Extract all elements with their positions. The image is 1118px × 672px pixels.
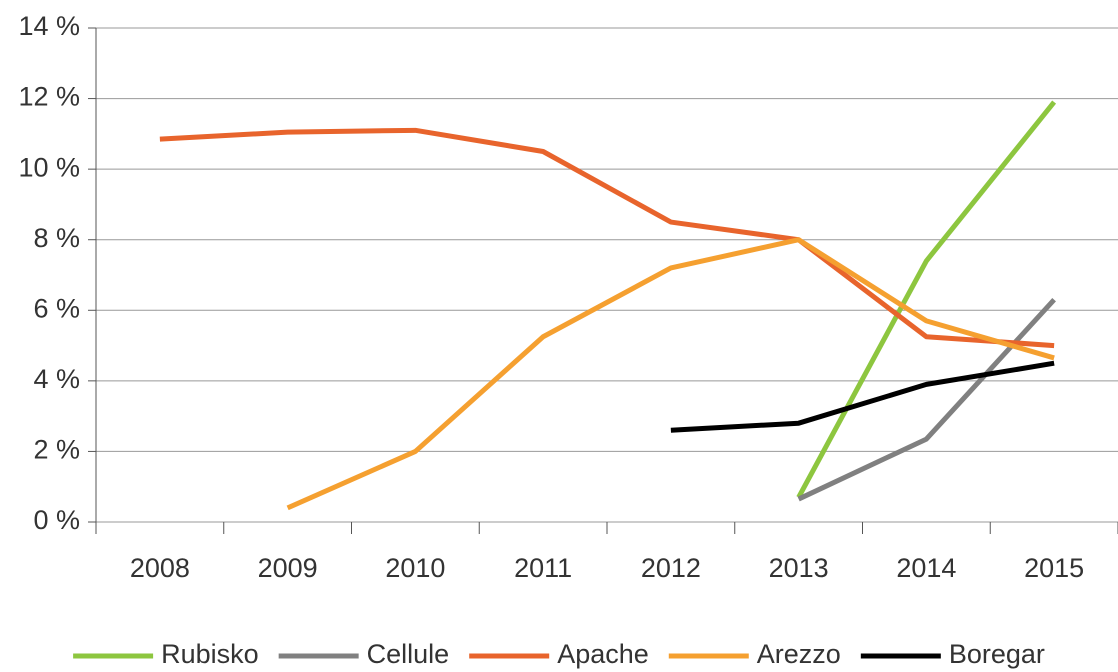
y-tick-label: 4 % bbox=[33, 364, 80, 394]
x-tick-label: 2010 bbox=[385, 553, 445, 583]
series-line bbox=[286, 237, 1055, 511]
legend-label: Boregar bbox=[949, 639, 1045, 669]
legend-label: Apache bbox=[557, 639, 649, 669]
x-tick-label: 2009 bbox=[258, 553, 318, 583]
legend-label: Rubisko bbox=[161, 639, 259, 669]
series-line bbox=[159, 127, 1055, 349]
x-tick-label: 2008 bbox=[130, 553, 190, 583]
series-line bbox=[797, 298, 1056, 502]
y-tick-label: 10 % bbox=[18, 152, 80, 182]
legend-label: Arezzo bbox=[757, 639, 841, 669]
series-line bbox=[796, 100, 1057, 499]
y-tick-label: 12 % bbox=[18, 82, 80, 112]
x-tick-label: 2011 bbox=[514, 553, 572, 583]
y-tick-label: 8 % bbox=[33, 223, 80, 253]
x-tick-label: 2013 bbox=[769, 553, 829, 583]
series-line bbox=[670, 360, 1055, 433]
y-tick-label: 6 % bbox=[33, 293, 80, 323]
y-tick-label: 14 % bbox=[18, 11, 80, 41]
y-tick-label: 0 % bbox=[33, 505, 80, 535]
x-tick-label: 2012 bbox=[641, 553, 701, 583]
x-tick-label: 2015 bbox=[1024, 553, 1084, 583]
x-tick-label: 2014 bbox=[896, 553, 956, 583]
y-tick-label: 2 % bbox=[33, 435, 80, 465]
legend-label: Cellule bbox=[367, 639, 450, 669]
